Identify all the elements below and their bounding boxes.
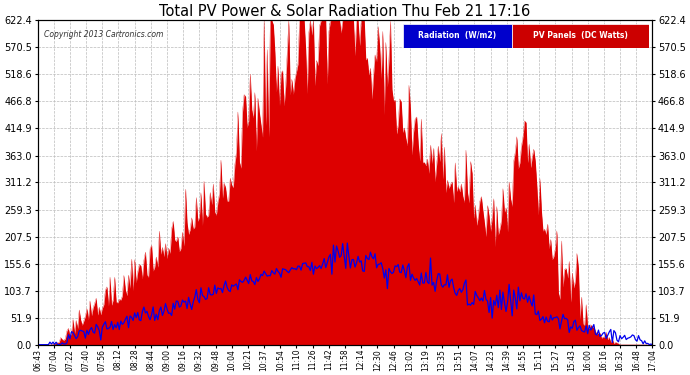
Text: Copyright 2013 Cartronics.com: Copyright 2013 Cartronics.com — [43, 30, 163, 39]
Title: Total PV Power & Solar Radiation Thu Feb 21 17:16: Total PV Power & Solar Radiation Thu Feb… — [159, 4, 531, 19]
